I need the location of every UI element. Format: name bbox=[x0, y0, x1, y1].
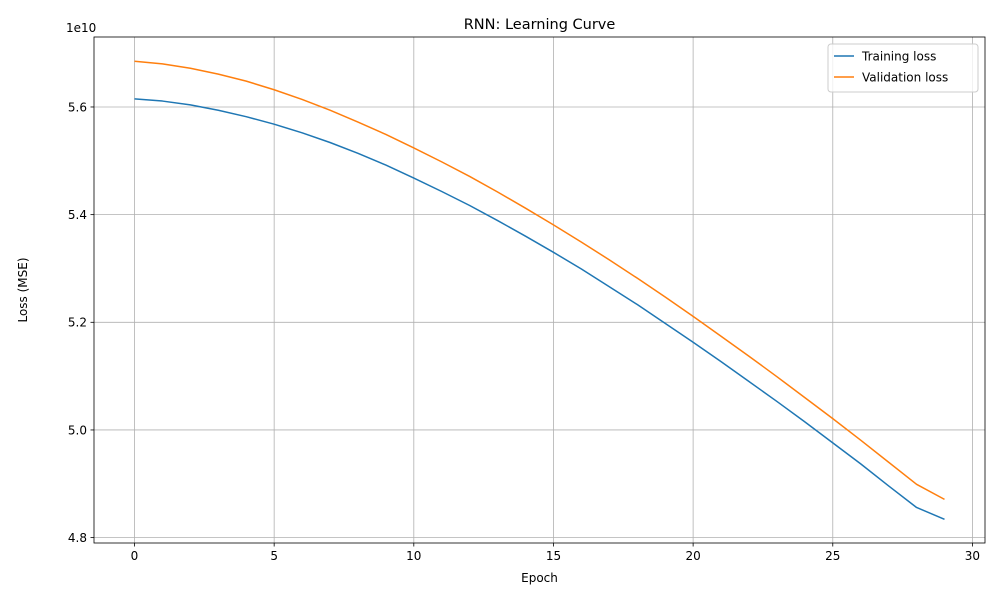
legend: Training loss Validation loss bbox=[827, 43, 979, 93]
legend-box bbox=[827, 43, 979, 93]
x-tick-label: 0 bbox=[131, 549, 139, 563]
y-tick-label: 5.2 bbox=[68, 316, 87, 330]
series-lines bbox=[134, 60, 945, 521]
y-tick-label: 5.0 bbox=[68, 423, 87, 437]
x-tick-label: 15 bbox=[546, 549, 561, 563]
x-tick-label: 25 bbox=[825, 549, 840, 563]
axis-ticks: 0 5 10 15 20 25 30 4.8 5.0 5.2 5.4 5.6 bbox=[68, 100, 980, 563]
y-axis-offset-label: 1e10 bbox=[66, 21, 96, 35]
grid-lines bbox=[94, 37, 985, 543]
series-line-training-loss bbox=[134, 98, 945, 521]
x-tick-label: 10 bbox=[406, 549, 421, 563]
legend-label-training-loss: Training loss bbox=[861, 49, 936, 63]
x-tick-label: 5 bbox=[270, 549, 278, 563]
x-tick-label: 20 bbox=[685, 549, 700, 563]
x-axis-label: Epoch bbox=[521, 571, 558, 585]
y-axis-label: Loss (MSE) bbox=[16, 257, 30, 322]
x-tick-label: 30 bbox=[965, 549, 980, 563]
y-tick-label: 5.4 bbox=[68, 208, 87, 222]
y-tick-label: 4.8 bbox=[68, 531, 87, 545]
chart-title: RNN: Learning Curve bbox=[464, 17, 616, 33]
y-tick-label: 5.6 bbox=[68, 100, 87, 114]
plot-frame bbox=[93, 36, 986, 544]
series-line-validation-loss bbox=[134, 60, 945, 501]
legend-label-validation-loss: Validation loss bbox=[862, 70, 948, 84]
